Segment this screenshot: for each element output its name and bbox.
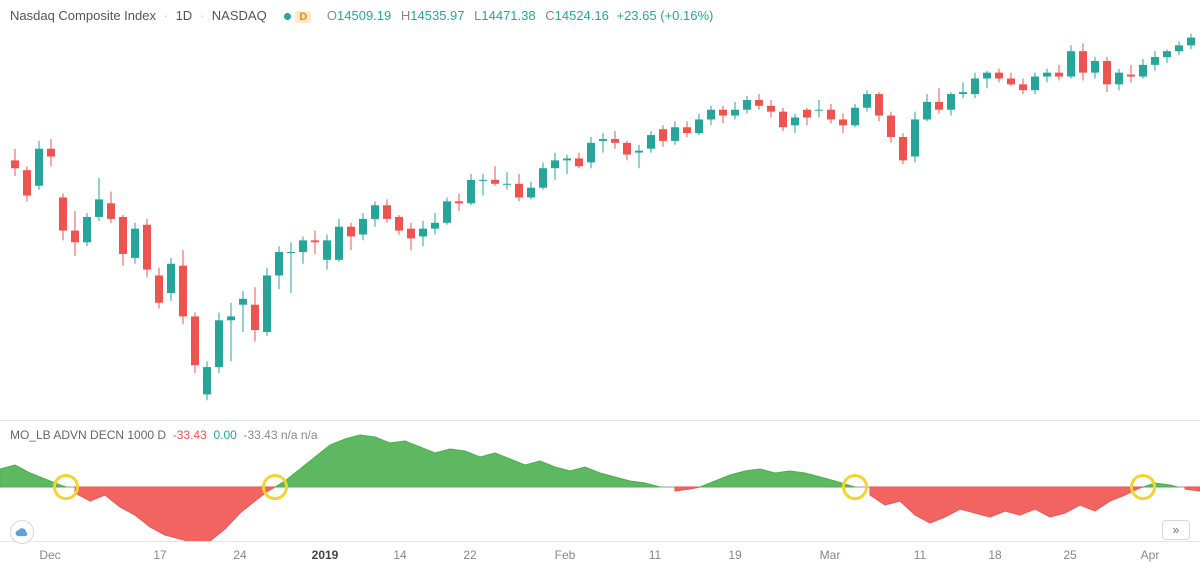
high-value: 14535.97 <box>410 8 464 23</box>
status-dot-icon <box>284 13 291 20</box>
indicator-legend[interactable]: MO_LB ADVN DECN 1000 D -33.43 0.00 -33.4… <box>10 428 318 442</box>
time-label: 11 <box>649 548 661 562</box>
snapshot-button[interactable] <box>10 520 34 544</box>
exchange: NASDAQ <box>212 8 267 23</box>
time-label: 11 <box>914 548 926 562</box>
chevron-right-icon: » <box>1173 523 1180 537</box>
low-value: 14471.38 <box>481 8 535 23</box>
time-label: 22 <box>463 548 476 562</box>
crossover-marker <box>842 474 868 500</box>
indicator-val-2: 0.00 <box>213 428 236 442</box>
time-label: 19 <box>728 548 741 562</box>
indicator-val-1: -33.43 <box>173 428 207 442</box>
indicator-title: MO_LB ADVN DECN 1000 D <box>10 428 166 442</box>
change-value: +23.65 (+0.16%) <box>612 8 713 23</box>
chart-container: { "header": { "symbol_name": "Nasdaq Com… <box>0 0 1200 571</box>
price-chart[interactable] <box>0 0 1200 420</box>
crossover-marker <box>1130 474 1156 500</box>
time-label: 14 <box>393 548 406 562</box>
time-label: Dec <box>39 548 60 562</box>
crossover-marker <box>262 474 288 500</box>
time-label: 25 <box>1063 548 1076 562</box>
chart-header: Nasdaq Composite Index · 1D · NASDAQ D O… <box>10 8 713 24</box>
time-label: Apr <box>1141 548 1160 562</box>
scroll-right-button[interactable]: » <box>1162 520 1190 540</box>
time-label: Mar <box>820 548 841 562</box>
time-label: 17 <box>153 548 166 562</box>
cloud-icon <box>15 525 29 539</box>
symbol-name[interactable]: Nasdaq Composite Index <box>10 8 156 23</box>
interval[interactable]: 1D <box>176 8 193 23</box>
ohlc-values: O14509.19 H14535.97 L14471.38 C14524.16 … <box>321 8 713 23</box>
time-axis[interactable]: Dec 17 24 2019 14 22 Feb 11 19 Mar 11 18 25 Apr <box>0 541 1200 572</box>
time-label: 18 <box>988 548 1001 562</box>
indicator-val-3: -33.43 n/a n/a <box>243 428 317 442</box>
session-badge: D <box>295 11 311 23</box>
time-label: 2019 <box>312 548 339 562</box>
time-label: Feb <box>555 548 576 562</box>
close-value: 14524.16 <box>555 8 609 23</box>
time-label: 24 <box>233 548 246 562</box>
crossover-marker <box>53 474 79 500</box>
market-status-badge: D <box>278 10 317 24</box>
open-value: 14509.19 <box>337 8 391 23</box>
